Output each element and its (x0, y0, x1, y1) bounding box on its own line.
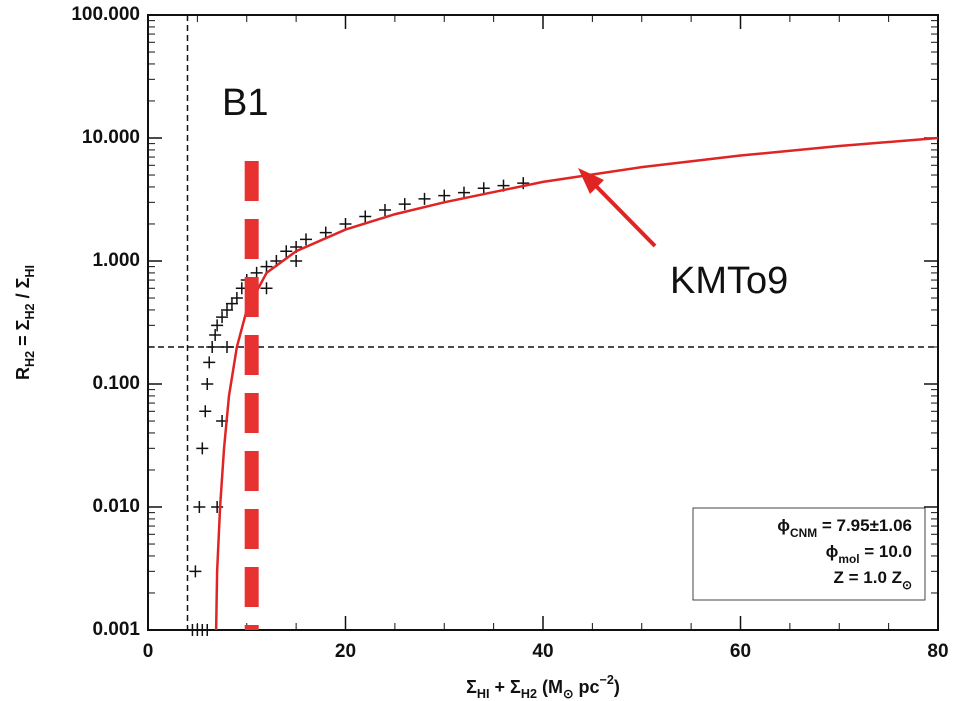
b1-label: B1 (222, 82, 268, 124)
data-point (300, 233, 312, 246)
data-point (290, 255, 303, 267)
legend-line-part: = 10.0 (860, 542, 912, 561)
legend-line-part: ϕ (826, 542, 839, 561)
y-axis-label-part: H2 (23, 303, 37, 319)
data-point (211, 319, 224, 332)
data-point (221, 340, 233, 353)
data-point (260, 260, 273, 273)
x-axis-label: ΣHI + ΣH2 (M⊙ pc−2) (466, 673, 620, 701)
x-axis-label-part: H2 (521, 687, 537, 701)
data-point (260, 282, 273, 295)
data-point (203, 356, 216, 369)
x-tick-label: 80 (927, 641, 948, 662)
y-axis-label-part: HI (23, 265, 37, 278)
data-point (209, 329, 222, 342)
x-axis-label-part: + Σ (490, 677, 522, 697)
y-tick-label: 100.000 (71, 4, 140, 25)
legend-box (692, 507, 926, 601)
legend-line: ϕmol = 10.0 (826, 542, 912, 566)
x-axis-label-part: ) (614, 677, 620, 697)
data-point (216, 311, 229, 324)
data-point (477, 182, 490, 195)
arrow-label: KMTo9 (670, 260, 788, 302)
y-tick-label: 10.000 (82, 127, 140, 148)
data-point (189, 565, 202, 578)
data-point (418, 192, 431, 205)
legend-line-part: mol (838, 552, 859, 566)
data-point (458, 186, 470, 199)
legend-line-part: Z = 1.0 Z (834, 568, 903, 587)
data-point (221, 303, 233, 316)
data-point (206, 340, 219, 353)
arrow-head (578, 168, 604, 194)
y-axis-label: RH2 = ΣH2 / ΣHI (13, 265, 38, 380)
x-axis-label-part: pc (574, 677, 600, 697)
legend-line: Z = 1.0 Z⊙ (834, 568, 913, 592)
x-axis-label-part: (M (537, 677, 563, 697)
scatter-series (186, 177, 530, 636)
data-point (196, 442, 209, 455)
y-tick-label: 0.010 (92, 496, 140, 517)
data-point (199, 405, 212, 418)
data-point (359, 210, 372, 223)
data-point (250, 266, 263, 279)
y-axis-label-part: R (13, 367, 33, 380)
legend-line-part: CNM (790, 526, 817, 540)
x-axis-label-part: ⊙ (563, 687, 574, 701)
x-axis-label-part: HI (477, 687, 490, 701)
model-line (214, 136, 939, 631)
data-point (193, 501, 206, 513)
y-axis-label-part: / Σ (13, 277, 33, 303)
data-point (280, 245, 293, 258)
data-point (438, 189, 451, 202)
y-axis-label-part: H2 (23, 351, 37, 367)
x-tick-label: 0 (143, 641, 154, 662)
legend-line: ϕCNM = 7.95±1.06 (777, 516, 912, 540)
legend-line-part: ⊙ (902, 578, 912, 592)
legend-line-part: ϕ (777, 516, 790, 535)
x-tick-label: 40 (532, 641, 553, 662)
y-tick-label: 0.100 (92, 373, 140, 394)
arrow-shaft (588, 178, 657, 248)
data-point (225, 297, 238, 310)
data-point (319, 226, 332, 239)
y-axis-label-part: = Σ (13, 319, 33, 351)
data-point (398, 198, 411, 211)
data-point (230, 292, 243, 305)
data-point (379, 203, 391, 216)
data-point (201, 624, 214, 636)
x-axis-label-part: −2 (600, 673, 614, 687)
y-tick-label: 1.000 (92, 250, 140, 271)
data-point (339, 217, 352, 230)
x-axis-label-part: Σ (466, 677, 477, 697)
legend-line-part: = 7.95±1.06 (817, 516, 912, 535)
x-tick-label: 60 (730, 641, 751, 662)
data-point (201, 378, 214, 390)
y-tick-label: 0.001 (92, 619, 140, 640)
x-tick-label: 20 (335, 641, 356, 662)
